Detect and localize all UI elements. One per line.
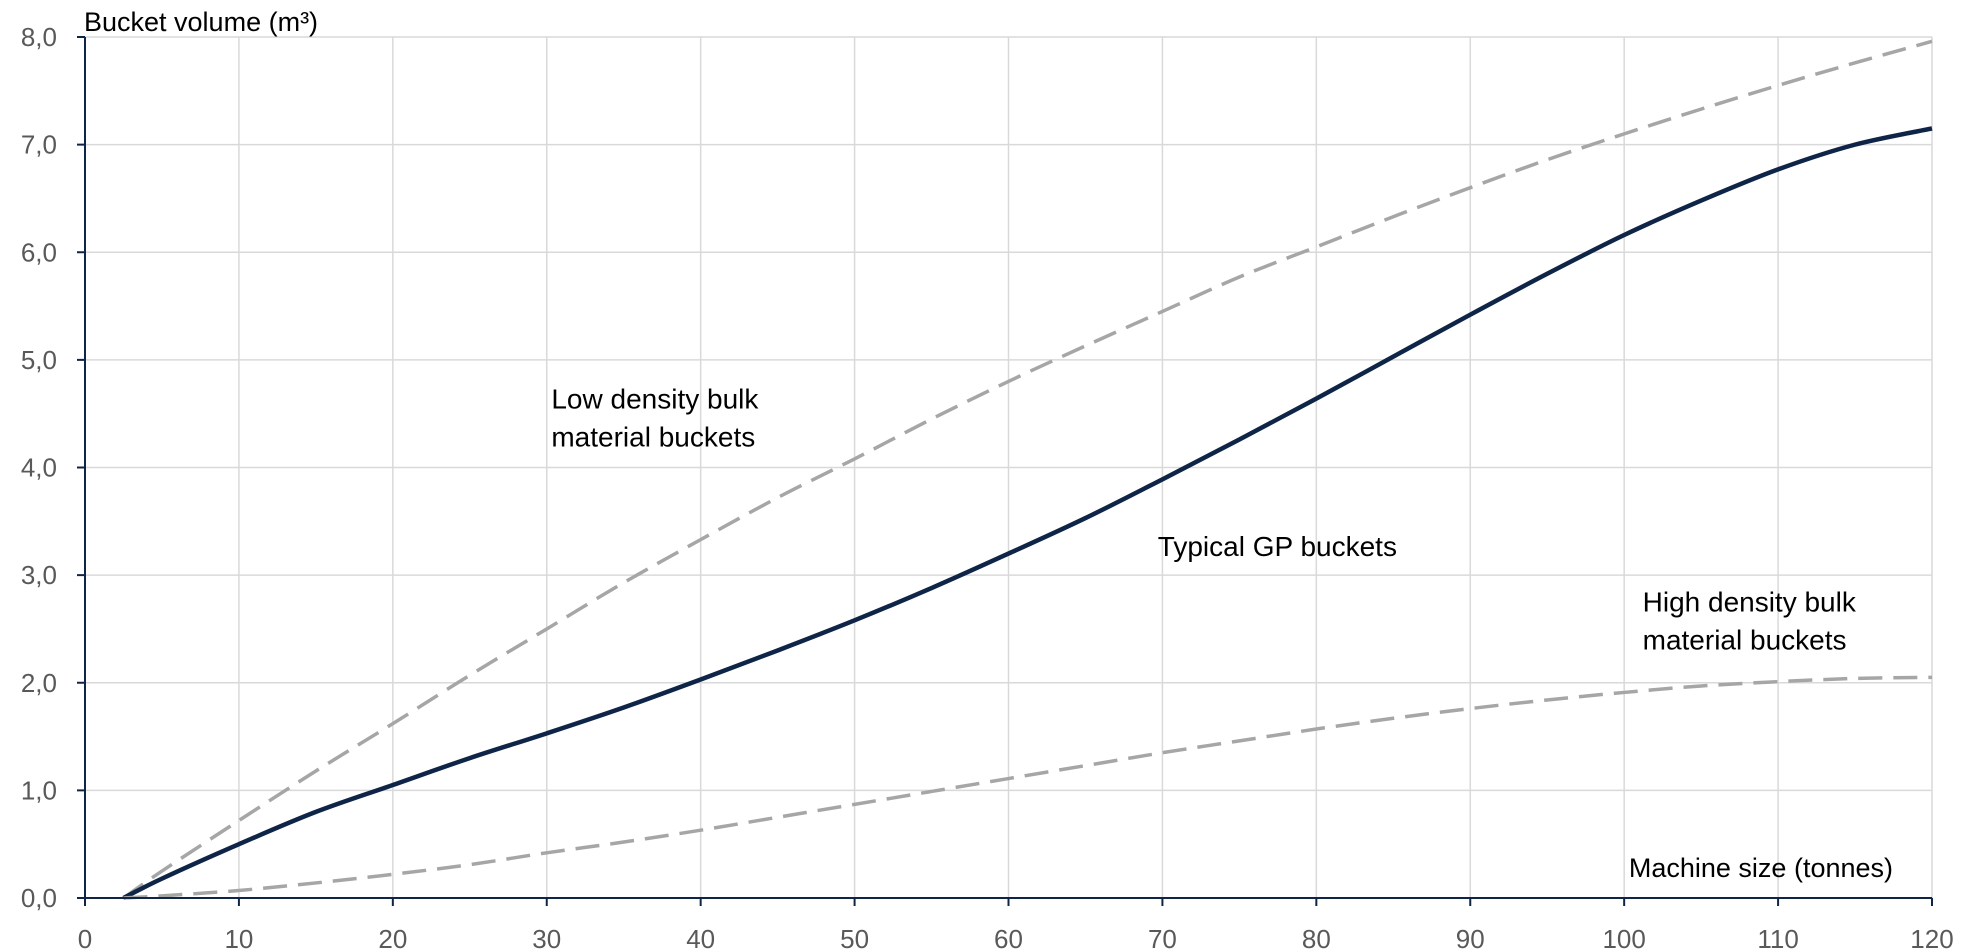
series-layer	[122, 39, 1933, 901]
low-density-series-line	[122, 39, 1933, 900]
y-tick-label: 1,0	[21, 775, 57, 805]
y-tick-label: 7,0	[21, 130, 57, 160]
y-tick-labels: 0,0 1,0 2,0 3,0 4,0 5,0 6,0 7,0 8,0	[21, 22, 85, 913]
x-tick-label: 50	[840, 924, 869, 951]
x-tick-label: 10	[224, 924, 253, 951]
x-tick-label: 0	[78, 924, 92, 951]
y-tick-label: 4,0	[21, 453, 57, 483]
high-density-series-line	[123, 675, 1933, 900]
high-density-label: High density bulk	[1643, 587, 1857, 618]
x-tick-label: 20	[378, 924, 407, 951]
x-tick-labels: 0 10 20 30 40 50 60 70 80 90 100 110 120	[78, 898, 1954, 951]
y-tick-label: 5,0	[21, 345, 57, 375]
x-axis-title: Machine size (tonnes)	[1629, 853, 1893, 883]
high-density-label: material buckets	[1643, 625, 1847, 656]
x-tick-label: 80	[1302, 924, 1331, 951]
y-axis-title: Bucket volume (m³)	[84, 7, 318, 37]
y-tick-label: 6,0	[21, 237, 57, 267]
x-tick-label: 30	[532, 924, 561, 951]
x-tick-label: 90	[1456, 924, 1485, 951]
grid	[85, 36, 1933, 898]
x-tick-label: 60	[994, 924, 1023, 951]
x-tick-label: 70	[1148, 924, 1177, 951]
typical-gp-series-line	[122, 126, 1933, 901]
x-tick-label: 120	[1910, 924, 1953, 951]
x-tick-label: 110	[1757, 924, 1798, 951]
low-density-label: Low density bulk	[551, 383, 759, 414]
y-tick-label: 2,0	[21, 668, 57, 698]
low-density-label: material buckets	[551, 421, 755, 452]
x-tick-label: 40	[686, 924, 715, 951]
x-tick-label: 100	[1602, 924, 1645, 951]
y-tick-label: 0,0	[21, 883, 57, 913]
typical-gp-label: Typical GP buckets	[1158, 531, 1397, 562]
annotations: Low density bulk material buckets Typical …	[551, 383, 1856, 655]
y-tick-label: 3,0	[21, 560, 57, 590]
y-tick-label: 8,0	[21, 22, 57, 52]
